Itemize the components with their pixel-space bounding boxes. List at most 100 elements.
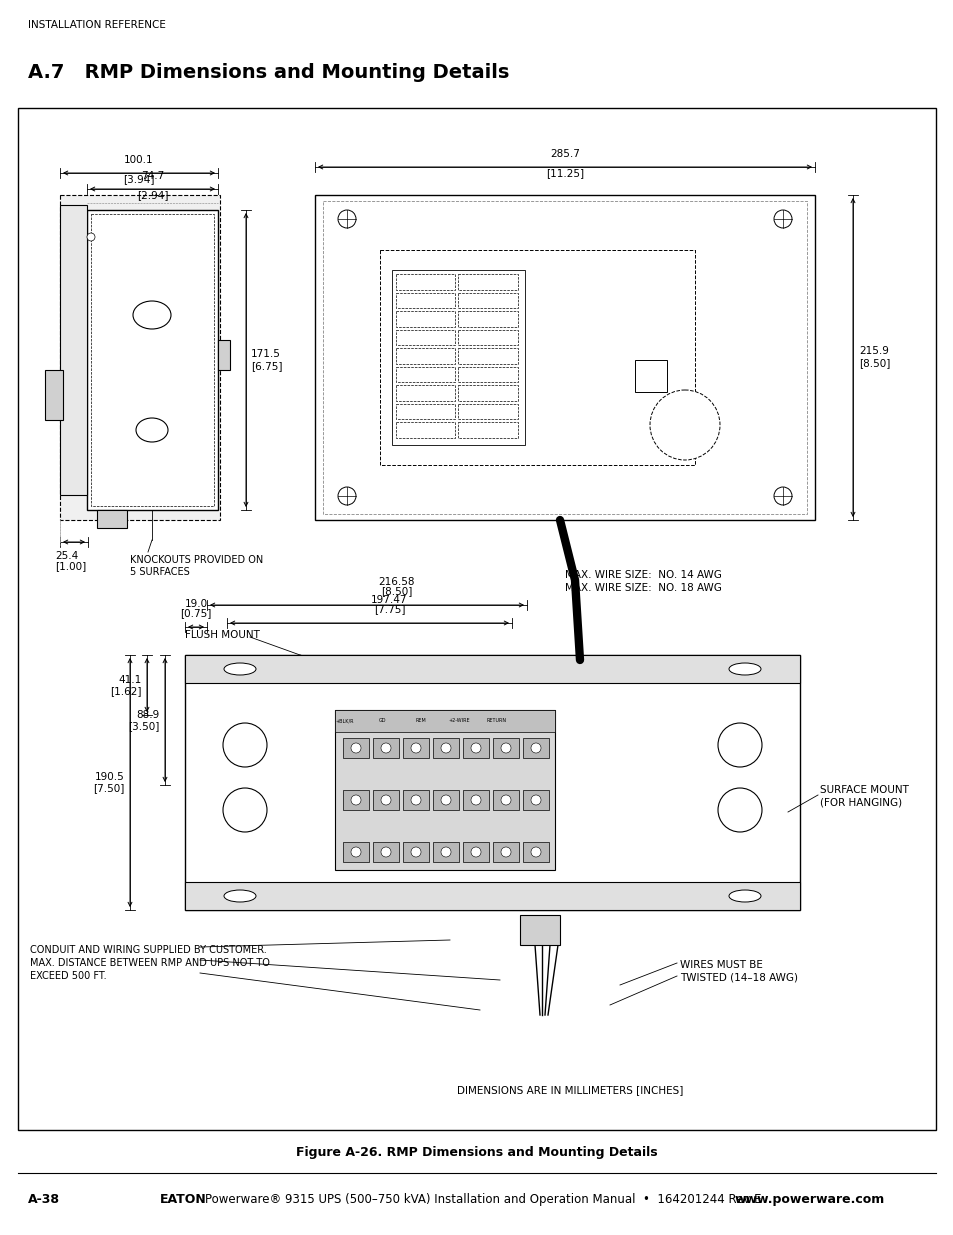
Bar xyxy=(433,739,458,758)
Circle shape xyxy=(411,743,420,753)
Circle shape xyxy=(471,847,480,857)
Text: 74.7: 74.7 xyxy=(141,170,164,182)
Bar xyxy=(433,790,458,810)
Text: KNOCKOUTS PROVIDED ON: KNOCKOUTS PROVIDED ON xyxy=(130,555,263,564)
Bar xyxy=(392,270,524,445)
Circle shape xyxy=(411,847,420,857)
Circle shape xyxy=(440,847,451,857)
Text: www.powerware.com: www.powerware.com xyxy=(734,1193,884,1207)
Bar xyxy=(335,710,555,732)
Bar xyxy=(87,210,218,510)
Circle shape xyxy=(773,210,791,228)
Circle shape xyxy=(337,210,355,228)
Text: 5 SURFACES: 5 SURFACES xyxy=(130,567,190,577)
Bar xyxy=(458,330,517,346)
Bar xyxy=(458,274,517,289)
Bar xyxy=(97,510,127,529)
Bar xyxy=(45,370,63,420)
Circle shape xyxy=(337,487,355,505)
Bar xyxy=(522,790,548,810)
Text: [0.75]: [0.75] xyxy=(180,608,212,618)
Bar xyxy=(458,348,517,364)
Text: A.7   RMP Dimensions and Mounting Details: A.7 RMP Dimensions and Mounting Details xyxy=(28,63,509,82)
Text: INSTALLATION REFERENCE: INSTALLATION REFERENCE xyxy=(28,20,166,30)
Bar xyxy=(373,739,398,758)
Ellipse shape xyxy=(136,417,168,442)
Text: GD: GD xyxy=(379,719,386,724)
Text: EATON: EATON xyxy=(160,1193,207,1207)
Bar xyxy=(60,195,220,520)
Bar xyxy=(635,359,666,391)
Circle shape xyxy=(351,743,360,753)
Bar xyxy=(185,655,800,910)
Text: MAX. WIRE SIZE:  NO. 14 AWG: MAX. WIRE SIZE: NO. 14 AWG xyxy=(564,571,721,580)
Text: [8.50]: [8.50] xyxy=(381,585,413,597)
Bar xyxy=(458,293,517,308)
Bar xyxy=(395,293,455,308)
Bar xyxy=(462,842,489,862)
Circle shape xyxy=(411,795,420,805)
Bar xyxy=(493,842,518,862)
Bar xyxy=(458,422,517,438)
Bar xyxy=(519,915,559,945)
Text: CONDUIT AND WIRING SUPPLIED BY CUSTOMER.: CONDUIT AND WIRING SUPPLIED BY CUSTOMER. xyxy=(30,945,267,955)
Bar xyxy=(458,385,517,401)
Text: MAX. WIRE SIZE:  NO. 18 AWG: MAX. WIRE SIZE: NO. 18 AWG xyxy=(564,583,721,593)
Text: 88.9: 88.9 xyxy=(136,710,160,720)
Bar xyxy=(402,842,429,862)
Bar xyxy=(379,249,695,466)
Bar xyxy=(60,205,87,495)
Circle shape xyxy=(718,722,761,767)
Circle shape xyxy=(531,847,540,857)
Bar xyxy=(462,739,489,758)
Text: A-38: A-38 xyxy=(28,1193,60,1207)
Bar xyxy=(402,790,429,810)
Bar xyxy=(185,655,800,683)
Circle shape xyxy=(440,743,451,753)
Bar xyxy=(458,311,517,327)
Text: [3.94]: [3.94] xyxy=(123,174,154,184)
Circle shape xyxy=(440,795,451,805)
Text: [1.62]: [1.62] xyxy=(111,685,142,697)
Bar xyxy=(395,330,455,346)
Circle shape xyxy=(471,743,480,753)
Text: 19.0: 19.0 xyxy=(184,599,208,609)
Bar xyxy=(402,739,429,758)
Bar xyxy=(373,790,398,810)
Bar xyxy=(343,842,369,862)
Text: [1.00]: [1.00] xyxy=(55,561,86,571)
Bar xyxy=(493,790,518,810)
Bar xyxy=(395,404,455,420)
Text: Figure A-26. RMP Dimensions and Mounting Details: Figure A-26. RMP Dimensions and Mounting… xyxy=(295,1146,658,1160)
Text: 25.4: 25.4 xyxy=(55,551,78,561)
Circle shape xyxy=(471,795,480,805)
Text: MAX. DISTANCE BETWEEN RMP AND UPS NOT TO: MAX. DISTANCE BETWEEN RMP AND UPS NOT TO xyxy=(30,958,270,968)
Bar xyxy=(458,367,517,383)
Text: [2.94]: [2.94] xyxy=(136,190,168,200)
Text: [7.75]: [7.75] xyxy=(374,604,405,614)
Circle shape xyxy=(773,487,791,505)
Bar xyxy=(395,385,455,401)
Circle shape xyxy=(351,795,360,805)
Ellipse shape xyxy=(224,663,255,676)
Text: (FOR HANGING): (FOR HANGING) xyxy=(820,798,902,808)
Circle shape xyxy=(380,795,391,805)
Text: [6.75]: [6.75] xyxy=(251,361,282,370)
Circle shape xyxy=(223,788,267,832)
Bar xyxy=(395,367,455,383)
Bar xyxy=(185,882,800,910)
Bar xyxy=(395,311,455,327)
Text: FLUSH MOUNT: FLUSH MOUNT xyxy=(185,630,259,640)
Bar xyxy=(458,404,517,420)
Text: REM: REM xyxy=(416,719,426,724)
Circle shape xyxy=(380,743,391,753)
Bar xyxy=(218,340,230,370)
Text: 215.9: 215.9 xyxy=(858,347,888,357)
Text: EXCEED 500 FT.: EXCEED 500 FT. xyxy=(30,971,107,981)
Bar xyxy=(522,739,548,758)
Text: 216.58: 216.58 xyxy=(378,577,415,587)
Ellipse shape xyxy=(728,663,760,676)
Circle shape xyxy=(500,743,511,753)
Text: [11.25]: [11.25] xyxy=(545,168,583,178)
Circle shape xyxy=(718,788,761,832)
